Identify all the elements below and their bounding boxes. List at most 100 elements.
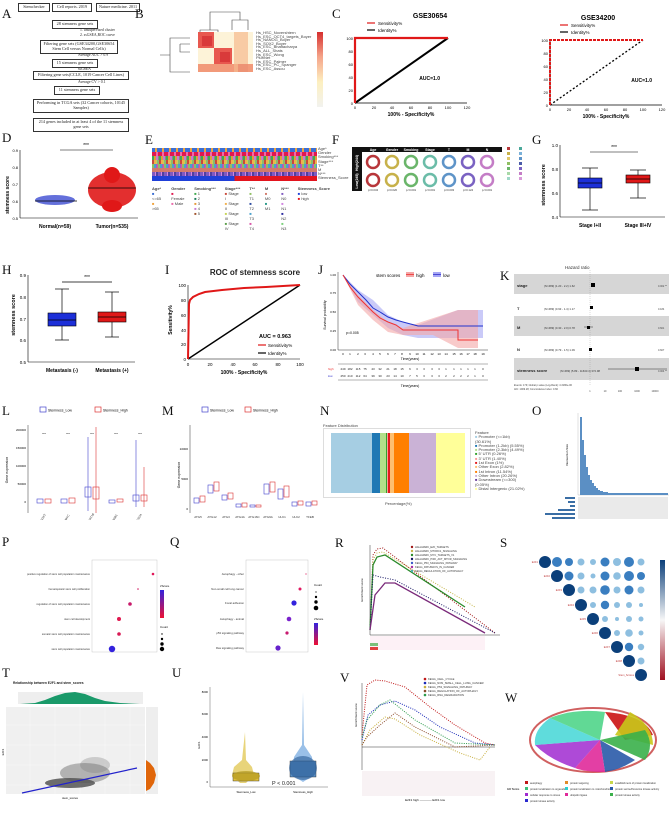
svg-text:p<0.001: p<0.001 [406, 188, 417, 192]
svg-text:32: 32 [378, 367, 382, 371]
panel-label: G [532, 132, 542, 147]
panel-label: P [2, 534, 10, 549]
svg-text:Sensitivity%: Sensitivity% [571, 23, 595, 28]
panel-i: I ROC of stemness score Sensitivity% 100… [160, 260, 320, 385]
svg-text:120: 120 [464, 105, 471, 110]
svg-text:KEGG_REGULATION_OF_AUTOPHAGY: KEGG_REGULATION_OF_AUTOPHAGY [428, 689, 478, 693]
chart-title: Relationship between E2F1 and stem_score… [13, 681, 84, 685]
svg-text:100000: 100000 [16, 464, 26, 468]
svg-text:N: N [517, 347, 520, 352]
svg-text:Autophagy - animal: Autophagy - animal [220, 617, 244, 621]
svg-text:(N=489) (1.20 - 2.2) 1.62: (N=489) (1.20 - 2.2) 1.62 [544, 284, 575, 288]
svg-text:ATG16C: ATG16C [248, 515, 260, 519]
source-box: Cell reports. 2019 [52, 3, 92, 12]
svg-text:CD24: CD24 [135, 513, 142, 520]
svg-text:5: 5 [379, 352, 381, 356]
svg-text:14: 14 [393, 374, 397, 378]
svg-text:Low(245): Low(245) [355, 173, 359, 188]
svg-text:100: 100 [618, 390, 623, 393]
svg-text:Enrichment score: Enrichment score [360, 578, 364, 602]
chord-w: autophagy protein targeting establishmen… [507, 707, 660, 803]
panel-n: N Feature Distribution Percentage(%) Fea… [320, 395, 525, 515]
svg-text:p<0.001: p<0.001 [482, 188, 493, 192]
panel-w: W autophagy protein targeting establishm… [505, 690, 669, 808]
svg-text:E2F5: E2F5 [580, 617, 587, 621]
svg-text:E2F8: E2F8 [616, 659, 623, 663]
flow-note: 1. unsupervised cluster [80, 28, 115, 32]
svg-text:HALLMARK_MTORC1_SIGNALING: HALLMARK_MTORC1_SIGNALING [415, 549, 457, 553]
svg-text:20: 20 [544, 90, 549, 95]
svg-text:1: 1 [467, 367, 469, 371]
svg-text:0: 0 [546, 103, 549, 108]
svg-text:0.25: 0.25 [330, 329, 336, 333]
svg-text:Sensitivity%: Sensitivity% [168, 305, 174, 335]
svg-text:KEGG_REGULATION_OF_AUTOPHAGY: KEGG_REGULATION_OF_AUTOPHAGY [415, 569, 464, 573]
svg-text:150000: 150000 [16, 446, 26, 450]
svg-text:0: 0 [482, 367, 484, 371]
svg-text:Identity%: Identity% [268, 351, 287, 356]
panel-label: O [532, 403, 542, 418]
svg-text:80: 80 [623, 107, 628, 112]
svg-text:12: 12 [430, 352, 434, 356]
svg-text:3: 3 [364, 352, 366, 356]
svg-text:Events: 179; Global p-value (L: Events: 179; Global p-value (Log-Rank): … [514, 384, 573, 387]
svg-text:Count: Count [314, 583, 322, 587]
boxplot-l: Stemness_Low Stemness_High Gene expressi… [5, 406, 148, 523]
panel-b: B Hs_HSC_Novershtern Hs_ESC_OCT4_targets… [135, 0, 325, 140]
svg-text:0.8: 0.8 [552, 167, 559, 172]
svg-text:18: 18 [473, 352, 477, 356]
svg-text:11: 11 [422, 352, 425, 356]
svg-text:4000: 4000 [202, 735, 209, 739]
svg-text:100: 100 [541, 38, 548, 43]
svg-text:N: N [486, 148, 489, 152]
svg-text:250: 250 [340, 374, 345, 378]
svg-text:***: *** [90, 432, 94, 436]
svg-text:stage: stage [517, 283, 528, 288]
svg-text:stem cell population maintenan: stem cell population maintenance [52, 647, 91, 651]
svg-text:AUC=1.0: AUC=1.0 [631, 78, 652, 84]
km-plot-j: stem scores high low Survival probabilit… [323, 272, 488, 388]
svg-text:0.002 **: 0.002 ** [658, 285, 667, 288]
svg-text:Gender: Gender [386, 148, 399, 152]
svg-text:23: 23 [386, 374, 390, 378]
svg-text:200000: 200000 [16, 428, 26, 432]
svg-text:80: 80 [428, 105, 433, 110]
svg-text:115: 115 [356, 367, 361, 371]
svg-text:1: 1 [474, 374, 476, 378]
donut-grid-f: Age Gender Smoking Stage T M N High(244) Low(2… [352, 147, 522, 192]
svg-text:8: 8 [401, 352, 403, 356]
svg-text:0.6: 0.6 [12, 199, 18, 204]
svg-text:KEGG_NON_SMALL_CELL_LUNG_CANCE: KEGG_NON_SMALL_CELL_LUNG_CANCER [428, 681, 484, 685]
svg-text:0.7: 0.7 [12, 182, 18, 187]
svg-text:KEGG_P53_SIGNALING_PATHWAY: KEGG_P53_SIGNALING_PATHWAY [415, 561, 458, 565]
panel-s: S E2F1 E2F2 E2F3 E2F4 E2F5 E2F6 E2F7 E2F8 Stem_S… [500, 535, 669, 695]
panel-d: D stemness score 0.9 0.8 0.7 0.6 0.5 *** Nor… [0, 130, 140, 245]
svg-text:0.6: 0.6 [20, 338, 27, 343]
feature-legend: Feature ■ Promoter (<=1kb) (30.61%) ■ Pr… [475, 430, 525, 491]
svg-text:stemness score: stemness score [5, 176, 11, 214]
panel-label: D [2, 130, 12, 145]
svg-text:Non-small cell lung cancer: Non-small cell lung cancer [211, 587, 244, 591]
svg-text:Focal adhesion: Focal adhesion [225, 601, 244, 605]
panel-label: C [332, 6, 341, 21]
svg-text:0.7: 0.7 [20, 317, 27, 322]
svg-text:1: 1 [453, 367, 455, 371]
svg-text:Stemness_High: Stemness_High [253, 409, 278, 413]
flow-step: 28 stemness gene sets [52, 20, 98, 29]
stacked-bar [331, 433, 466, 493]
dotplot-p: positive regulation of stem cell populat… [27, 559, 170, 653]
svg-text:100: 100 [640, 107, 647, 112]
svg-text:hematopoietic stem cell prolif: hematopoietic stem cell proliferation [49, 587, 91, 591]
svg-text:Stemness_Low: Stemness_Low [210, 409, 234, 413]
svg-text:ATG9A: ATG9A [263, 515, 273, 519]
svg-text:AIC: 1909.28; Concordance Inde: AIC: 1909.28; Concordance Index: 0.66 [514, 388, 559, 391]
svg-text:MYC: MYC [64, 513, 71, 520]
svg-text:autophagy: autophagy [530, 781, 543, 785]
svg-text:17: 17 [466, 352, 470, 356]
svg-text:0: 0 [342, 352, 344, 356]
svg-text:p<0.001: p<0.001 [425, 188, 436, 192]
svg-text:E2F1: E2F1 [197, 741, 201, 749]
svg-text:0.00: 0.00 [330, 348, 336, 352]
svg-text:p=0.124: p=0.124 [463, 188, 474, 192]
svg-text:E2F4: E2F4 [568, 603, 575, 607]
